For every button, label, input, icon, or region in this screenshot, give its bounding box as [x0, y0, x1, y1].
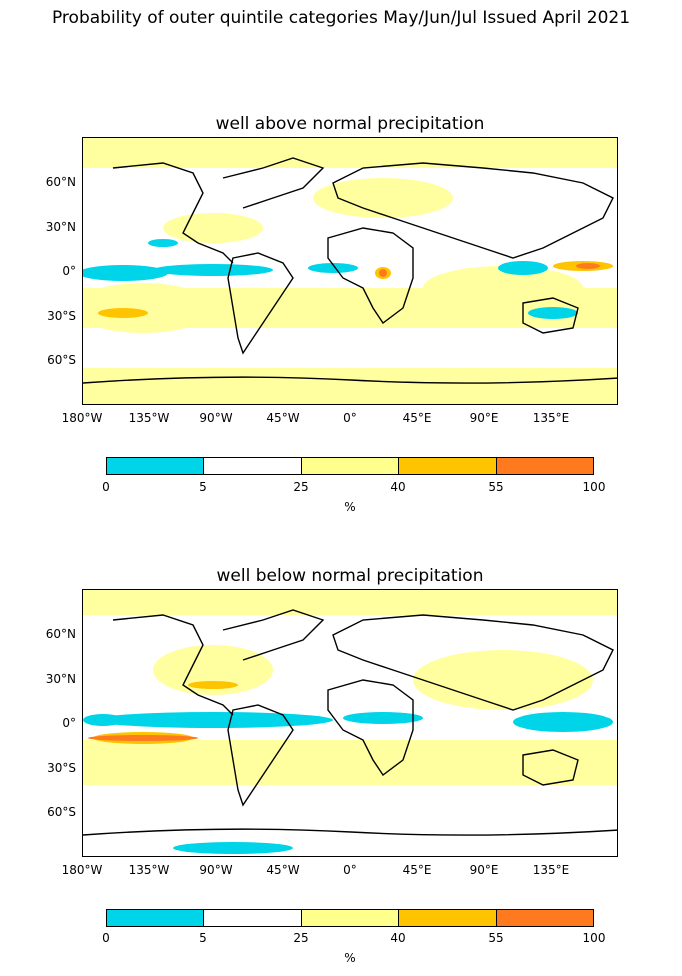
colorbar-seg-40-55 — [399, 458, 497, 474]
lon-label-135e: 135°E — [532, 863, 570, 877]
lon-label-90e: 90°E — [469, 411, 499, 425]
colorbar-tick-55: 55 — [488, 931, 504, 945]
colorbar-tick-5: 5 — [199, 931, 207, 945]
lat-label-eq: 0° — [62, 264, 76, 278]
lon-label-90e: 90°E — [469, 863, 499, 877]
lat-label-30n: 30°N — [45, 220, 76, 234]
colorbar-tick-100: 100 — [582, 480, 606, 494]
colorbar-seg-0-5 — [107, 910, 205, 926]
lon-label-0: 0° — [343, 863, 357, 877]
lon-label-135e: 135°E — [532, 411, 570, 425]
colorbar-tick-55: 55 — [488, 480, 504, 494]
colorbar-seg-40-55 — [399, 910, 497, 926]
colorbar-tick-100: 100 — [582, 931, 606, 945]
lon-label-135w: 135°W — [128, 411, 170, 425]
shading-yellow — [83, 590, 617, 785]
lat-label-30n: 30°N — [45, 672, 76, 686]
panel-title-below: well below normal precipitation — [216, 566, 484, 586]
lon-label-135w: 135°W — [128, 863, 170, 877]
lon-label-90w: 90°W — [199, 411, 233, 425]
lon-label-180w: 180°W — [61, 863, 103, 877]
map-canvas-above — [83, 138, 617, 404]
colorbar-tick-25: 25 — [293, 931, 309, 945]
colorbar-seg-0-5 — [107, 458, 205, 474]
lat-label-60s: 60°S — [47, 353, 76, 367]
lat-label-eq: 0° — [62, 716, 76, 730]
colorbar-unit: % — [344, 500, 356, 514]
colorbar-tick-5: 5 — [199, 480, 207, 494]
lat-label-60n: 60°N — [45, 175, 76, 189]
lat-label-30s: 30°S — [47, 761, 76, 775]
lat-label-60n: 60°N — [45, 627, 76, 641]
colorbar-tick-40: 40 — [390, 480, 406, 494]
colorbar-seg-5-25 — [204, 910, 302, 926]
colorbar-below — [106, 909, 594, 927]
colorbar-seg-55-100 — [496, 458, 594, 474]
colorbar-tick-40: 40 — [390, 931, 406, 945]
colorbar-seg-5-25 — [204, 458, 302, 474]
lon-label-90w: 90°W — [199, 863, 233, 877]
colorbar-unit: % — [344, 951, 356, 965]
lat-label-60s: 60°S — [47, 805, 76, 819]
colorbar-tick-25: 25 — [293, 480, 309, 494]
map-below-normal — [82, 589, 618, 857]
shading-yellow — [83, 138, 617, 404]
shading-red — [88, 735, 198, 741]
lon-label-45w: 45°W — [266, 863, 300, 877]
lon-label-45e: 45°E — [402, 863, 432, 877]
colorbar-seg-25-40 — [301, 458, 400, 474]
shading-red — [379, 263, 600, 277]
coastlines — [83, 609, 617, 836]
lon-label-180w: 180°W — [61, 411, 103, 425]
lon-label-45e: 45°E — [402, 411, 432, 425]
map-above-normal — [82, 137, 618, 405]
lat-label-30s: 30°S — [47, 309, 76, 323]
colorbar-seg-55-100 — [496, 910, 594, 926]
colorbar-tick-0: 0 — [102, 931, 110, 945]
lon-label-0: 0° — [343, 411, 357, 425]
figure-title: Probability of outer quintile categories… — [51, 8, 631, 28]
panel-title-above: well above normal precipitation — [215, 114, 485, 134]
colorbar-tick-0: 0 — [102, 480, 110, 494]
shading-cyan — [83, 239, 578, 319]
map-canvas-below — [83, 590, 617, 854]
shading-cyan — [83, 712, 613, 854]
colorbar-above — [106, 457, 594, 475]
coastlines — [83, 157, 617, 384]
colorbar-seg-25-40 — [301, 910, 400, 926]
lon-label-45w: 45°W — [266, 411, 300, 425]
